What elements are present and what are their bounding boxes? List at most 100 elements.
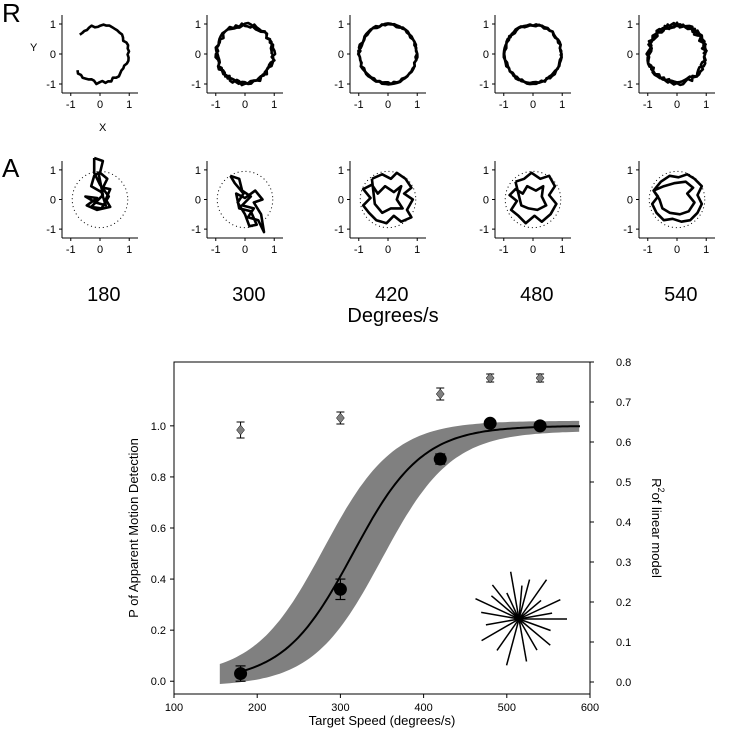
inset-star-ray <box>481 618 520 642</box>
x-tick-label: -1 <box>499 99 509 111</box>
y-tick-label: 1 <box>483 19 489 31</box>
reference-circle <box>71 170 129 229</box>
x-tick-label: 1 <box>126 99 132 111</box>
y-tick-label: 0 <box>627 49 633 61</box>
detection-circle-point <box>433 452 447 466</box>
logistic-fit-line <box>240 425 580 673</box>
y-tick-label: 1.0 <box>151 421 166 433</box>
x-tick-label: 0 <box>385 99 391 111</box>
y-tick-label: 1 <box>338 165 344 177</box>
inset-star-ray <box>518 579 531 620</box>
trajectory-trace <box>645 21 708 87</box>
x-tick-label: 0 <box>97 99 103 111</box>
trajectory-trace <box>508 171 558 225</box>
inset-star-ray <box>518 599 542 620</box>
inset-star-ray <box>481 611 520 620</box>
x-tick-label: -1 <box>354 99 364 111</box>
row-label-a: A <box>2 153 20 183</box>
trajectory-trace <box>356 22 419 86</box>
x-tick-label: -1 <box>354 244 364 256</box>
inset-star-ray <box>491 584 520 620</box>
y-tick-label: -1 <box>623 79 633 91</box>
inset-star-ray <box>518 618 551 632</box>
y2-tick-label: 0.1 <box>616 637 631 649</box>
x-tick-label: 1 <box>559 244 565 256</box>
y-tick-label: 0.4 <box>151 574 166 586</box>
y-tick-label: -1 <box>46 224 56 236</box>
trajectory-trace <box>650 173 704 223</box>
y-tick-label: 0.6 <box>151 523 166 535</box>
y-tick-label: 0.0 <box>151 676 166 688</box>
y-tick-label: 0 <box>483 195 489 207</box>
degrees-label: Degrees/s <box>347 305 438 327</box>
recorded-trajectories-row: -1 0 1 1 0 -1 -1 0 1 1 0 -1 -1 0 1 1 0 -1 -1 0 1 1 0 -1 -1 0 1 1 0 -1 <box>46 15 715 111</box>
y-tick-label: 0 <box>50 195 56 207</box>
speed-label-540: 540 <box>664 284 697 306</box>
speed-label-420: 420 <box>375 284 408 306</box>
x-tick-label: 1 <box>414 99 420 111</box>
x-tick-label: -1 <box>499 244 509 256</box>
detection-probability-chart: 100 200 300 400 500 600 0.0 0.2 0.4 0.6 0.8 1.0 0.0 0… <box>126 357 666 728</box>
y2-tick-label: 0.7 <box>616 397 631 409</box>
y-tick-label: 0 <box>50 49 56 61</box>
y-tick-label: 1 <box>627 165 633 177</box>
y-tick-label: 0 <box>195 49 201 61</box>
r2-diamond-point <box>435 388 445 400</box>
detection-circle-point <box>533 419 547 433</box>
y-tick-label: -1 <box>334 224 344 236</box>
y-tick-label: 1 <box>195 165 201 177</box>
x-tick-label: -1 <box>211 244 221 256</box>
y-tick-label: -1 <box>479 79 489 91</box>
x-axis-title: Target Speed (degrees/s) <box>309 713 456 728</box>
panel-a-180: -1 0 1 1 0 -1 <box>46 156 138 256</box>
r2-diamond-point <box>485 372 495 384</box>
panel-r-480: -1 0 1 1 0 -1 <box>479 15 571 111</box>
panel-a-300: -1 0 1 1 0 -1 <box>191 161 283 256</box>
y-tick-label: 1 <box>627 19 633 31</box>
inset-star-ray <box>506 592 520 620</box>
inset-star-ray <box>490 595 520 620</box>
y2-tick-label: 0.5 <box>616 477 631 489</box>
inset-star-ray <box>518 618 551 646</box>
x-axis-label: X <box>99 122 107 134</box>
y-tick-label: -1 <box>334 79 344 91</box>
y-tick-label: 0.8 <box>151 472 166 484</box>
y-tick-label: 1 <box>50 19 56 31</box>
inset-star-ray <box>518 599 561 620</box>
panel-a-480: -1 0 1 1 0 -1 <box>479 161 571 256</box>
inset-star-ray <box>485 618 520 626</box>
trajectory-trace <box>84 156 112 212</box>
speed-label-300: 300 <box>232 284 265 306</box>
detection-circle-point <box>234 667 248 681</box>
x-tick-label: 0 <box>242 99 248 111</box>
x-tick-label: 600 <box>581 702 599 714</box>
x-tick-label: 1 <box>271 99 277 111</box>
reference-circle <box>648 170 706 229</box>
x-tick-label: 1 <box>126 244 132 256</box>
y-axis-label: Y <box>30 42 38 54</box>
y-tick-label: 0 <box>627 195 633 207</box>
y-tick-label: 0 <box>195 195 201 207</box>
panel-r-420: -1 0 1 1 0 -1 <box>334 15 426 111</box>
y-tick-label: 0 <box>483 49 489 61</box>
y-tick-label: -1 <box>479 224 489 236</box>
x-tick-label: 300 <box>331 702 349 714</box>
r2-diamond-point <box>535 372 545 384</box>
panel-r-540: -1 0 1 1 0 -1 <box>623 15 715 111</box>
x-tick-label: 0 <box>530 99 536 111</box>
reference-circle <box>359 170 417 229</box>
x-tick-label: 100 <box>165 702 183 714</box>
x-tick-label: -1 <box>643 244 653 256</box>
y2-tick-label: 0.6 <box>616 437 631 449</box>
y2-tick-label: 0.4 <box>616 517 631 529</box>
x-tick-label: 1 <box>414 244 420 256</box>
y-tick-label: -1 <box>191 224 201 236</box>
trajectory-trace <box>502 23 564 86</box>
y-tick-label: 1 <box>50 165 56 177</box>
panel-a-540: -1 0 1 1 0 -1 <box>623 161 715 256</box>
y-tick-label: -1 <box>191 79 201 91</box>
y2-tick-label: 0.2 <box>616 597 631 609</box>
x-tick-label: 0 <box>97 244 103 256</box>
trajectory-trace <box>76 23 131 86</box>
